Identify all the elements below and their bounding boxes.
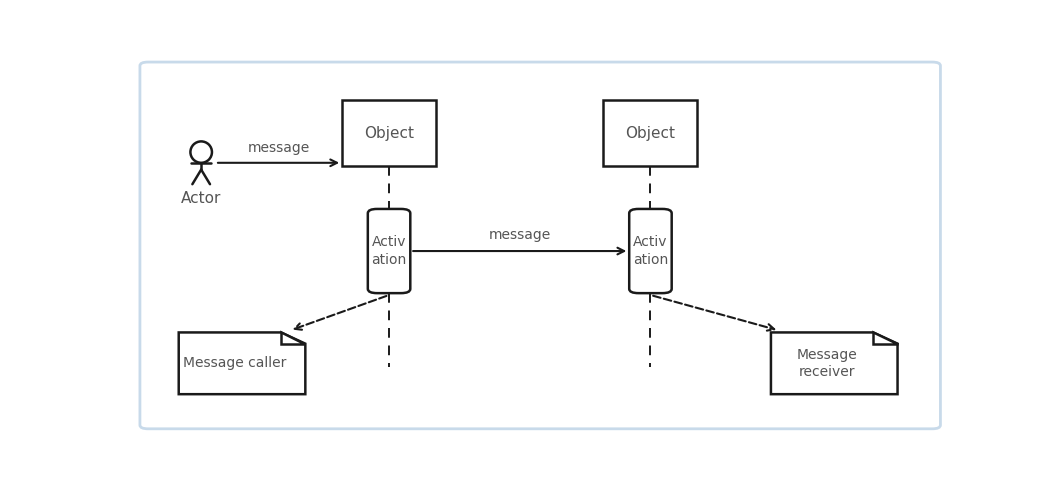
Text: message: message — [248, 140, 310, 155]
FancyBboxPatch shape — [629, 209, 671, 293]
Text: Message caller: Message caller — [183, 356, 287, 370]
FancyBboxPatch shape — [368, 209, 410, 293]
Polygon shape — [873, 332, 898, 344]
Text: Actor: Actor — [181, 191, 221, 206]
Text: Activ
ation: Activ ation — [371, 235, 407, 267]
Text: Object: Object — [364, 126, 414, 140]
Ellipse shape — [191, 141, 212, 163]
Polygon shape — [280, 332, 306, 344]
Polygon shape — [770, 332, 898, 394]
Polygon shape — [179, 332, 306, 394]
Text: Object: Object — [625, 126, 676, 140]
Bar — [343, 101, 436, 166]
Text: Activ
ation: Activ ation — [632, 235, 668, 267]
Text: Message
receiver: Message receiver — [797, 347, 857, 379]
Text: message: message — [489, 227, 551, 242]
Bar — [604, 101, 698, 166]
